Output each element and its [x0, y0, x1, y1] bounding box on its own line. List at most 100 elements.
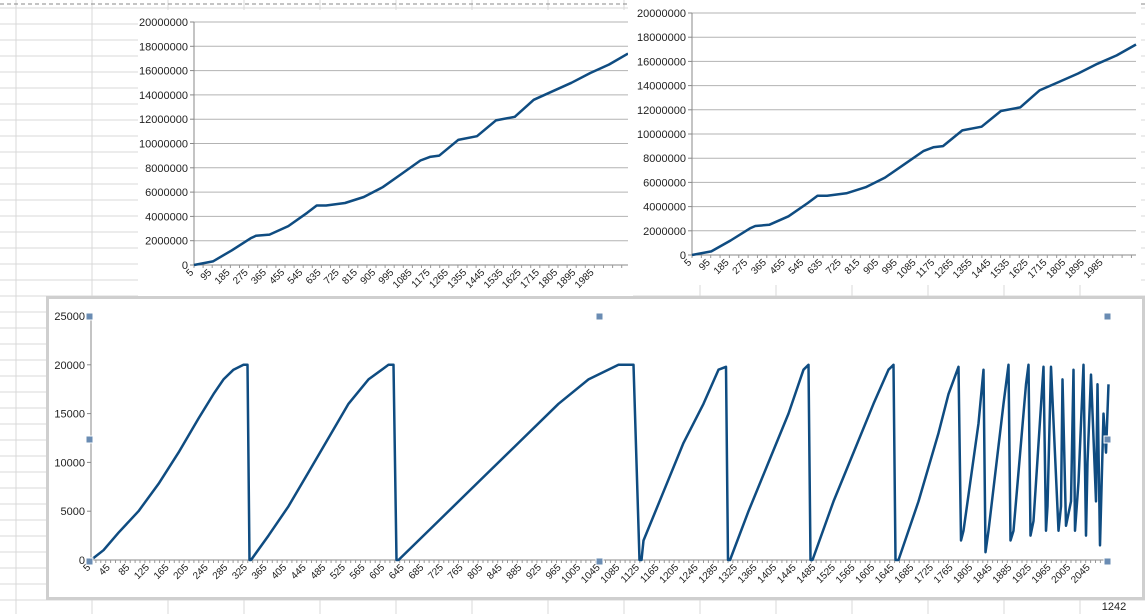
x-tick-label: 1485 — [795, 562, 819, 586]
x-tick-label: 1805 — [1045, 257, 1069, 281]
y-tick-label: 14000000 — [637, 81, 686, 93]
y-tick-label: 8000000 — [643, 153, 686, 165]
selection-handle[interactable] — [85, 435, 94, 444]
x-tick-label: 275 — [231, 267, 251, 287]
selection-handle[interactable] — [1103, 435, 1112, 444]
x-tick-label: 125 — [132, 562, 152, 582]
y-tick-label: 18000000 — [637, 32, 686, 44]
x-tick-label: 445 — [289, 562, 309, 582]
x-tick-label: 1355 — [446, 267, 470, 291]
y-tick-label: 12000000 — [139, 114, 188, 126]
x-tick-label: 1175 — [914, 257, 937, 280]
x-tick-label: 1445 — [970, 257, 994, 281]
y-tick-label: 5000 — [61, 506, 85, 518]
chart-top-left[interactable]: 20000000 18000000 16000000 14000000 12000000… — [138, 10, 633, 298]
x-tick-label: 95 — [199, 267, 215, 283]
x-tick-label: 1715 — [1026, 257, 1050, 281]
y-tick-label: 16000000 — [637, 56, 686, 68]
x-tick-label: 1965 — [1030, 562, 1054, 586]
chart-top-right[interactable]: 20000000 18000000 16000000 14000000 12000000… — [628, 0, 1141, 285]
y-tick-label: 16000000 — [139, 66, 188, 78]
x-tick-label: 5 — [682, 257, 694, 269]
x-tick-label: 45 — [97, 562, 113, 578]
x-tick-label: 1805 — [952, 562, 976, 586]
y-tick-label: 8000000 — [145, 163, 188, 175]
x-tick-label: 635 — [805, 257, 825, 277]
x-tick-label: 885 — [505, 562, 525, 582]
x-tick-label: 185 — [712, 257, 732, 277]
x-tick-label: 1645 — [873, 562, 897, 586]
chart-bottom-selected[interactable]: 25000 20000 15000 10000 5000 0 5 45 85 125 165 205 2… — [46, 296, 1145, 600]
y-tick-label: 10000 — [54, 457, 85, 469]
x-tick-label: 545 — [286, 267, 306, 287]
x-tick-label: 1685 — [893, 562, 917, 586]
x-tick-label: 1365 — [736, 562, 760, 586]
x-tick-label: 285 — [211, 562, 231, 582]
x-tick-label: 1355 — [951, 257, 975, 281]
y-tick-label: 14000000 — [139, 90, 188, 102]
selection-handle[interactable] — [1103, 557, 1112, 566]
x-tick-label: 1285 — [697, 562, 721, 586]
x-tick-label: 635 — [304, 267, 324, 287]
x-tick-label: 545 — [787, 257, 807, 277]
x-tick-label: 815 — [843, 257, 863, 277]
x-tick-label: 645 — [387, 562, 407, 582]
y-tick-label: 25000 — [54, 311, 85, 323]
x-tick-label: 5 — [184, 267, 196, 279]
x-tick-label: 605 — [368, 562, 388, 582]
y-tick-label: 20000000 — [139, 17, 188, 29]
x-tick-label: 1265 — [427, 267, 451, 291]
series-line — [193, 52, 629, 267]
x-tick-label: 1165 — [639, 562, 662, 585]
y-tick-label: 20000 — [54, 360, 85, 372]
x-tick-label: 1125 — [619, 562, 642, 585]
x-tick-label: 1535 — [989, 257, 1013, 281]
y-tick-label: 12000000 — [637, 105, 686, 117]
x-tick-label: 1985 — [573, 267, 597, 291]
x-tick-label: 85 — [117, 562, 133, 578]
x-tick-label: 1245 — [677, 562, 701, 586]
x-tick-label: 805 — [466, 562, 486, 582]
x-tick-label: 525 — [328, 562, 348, 582]
x-tick-label: 325 — [230, 562, 250, 582]
x-tick-label: 685 — [407, 562, 427, 582]
selection-handle[interactable] — [85, 557, 94, 566]
selection-handle[interactable] — [1103, 312, 1112, 321]
x-tick-label: 1325 — [716, 562, 740, 586]
x-tick-label: 1205 — [658, 562, 682, 586]
x-tick-label: 1085 — [599, 562, 623, 586]
x-tick-label: 95 — [697, 257, 713, 273]
x-tick-label: 1175 — [410, 267, 433, 290]
chart-0-plot: 2000000018000000160000001400000012000000… — [139, 17, 629, 291]
y-tick-label: 0 — [79, 555, 85, 567]
y-tick-label: 6000000 — [145, 187, 188, 199]
x-tick-label: 725 — [824, 257, 844, 277]
x-tick-label: 365 — [250, 562, 270, 582]
y-tick-label: 4000000 — [145, 211, 188, 223]
x-tick-label: 1405 — [756, 562, 780, 586]
x-tick-label: 1715 — [518, 267, 542, 291]
y-tick-label: 0 — [680, 250, 686, 262]
y-tick-label: 20000000 — [637, 8, 686, 20]
x-tick-label: 365 — [749, 257, 769, 277]
selection-handle[interactable] — [595, 557, 604, 566]
x-tick-label: 1605 — [854, 562, 878, 586]
x-tick-label: 1085 — [895, 257, 919, 281]
x-tick-label: 1845 — [971, 562, 995, 586]
x-tick-label: 815 — [340, 267, 360, 287]
y-tick-label: 10000000 — [637, 129, 686, 141]
x-tick-label: 1625 — [1007, 257, 1031, 281]
x-tick-label: 765 — [446, 562, 466, 582]
x-tick-label: 1265 — [932, 257, 956, 281]
x-tick-label: 1805 — [537, 267, 561, 291]
x-tick-label: 185 — [213, 267, 233, 287]
x-tick-label: 905 — [359, 267, 379, 287]
x-tick-label: 1445 — [464, 267, 488, 291]
selection-handle[interactable] — [85, 312, 94, 321]
x-tick-label: 1895 — [555, 267, 579, 291]
selection-handle[interactable] — [595, 312, 604, 321]
x-tick-label: 1045 — [579, 562, 603, 586]
x-tick-label: 1625 — [500, 267, 524, 291]
x-tick-label: 1525 — [814, 562, 838, 586]
cell-value: 1242 — [1094, 601, 1134, 614]
